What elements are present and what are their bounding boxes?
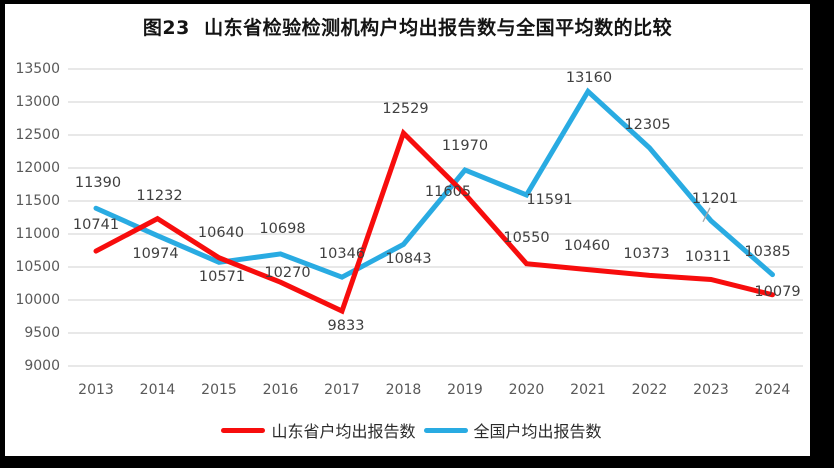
data-label-national-2015: 10571	[198, 269, 246, 286]
legend-key-national-line	[423, 427, 468, 433]
data-label-shandong-2022: 10373	[623, 246, 670, 263]
y-axis-tick-label: 9000	[24, 358, 60, 374]
data-label-national-2014: 10974	[132, 245, 179, 262]
y-axis-tick-label: 10500	[15, 259, 60, 275]
data-label-shandong-2019: 11605	[424, 184, 472, 201]
legend-label-national: 全国户均出报告数	[473, 422, 602, 441]
data-label-national-2023: 11201	[691, 190, 739, 207]
x-axis-tick-label: 2013	[78, 382, 114, 398]
data-label-national-2024: 10385	[744, 243, 791, 260]
legend: 山东省户均出报告数 全国户均出报告数	[5, 421, 810, 441]
data-label-national-2017: 10346	[318, 246, 366, 263]
x-axis-tick-label: 2015	[201, 382, 237, 398]
series-line-shandong	[93, 128, 775, 315]
y-axis-tick-label: 9500	[24, 325, 60, 341]
y-axis-tick-label: 10000	[15, 292, 60, 308]
data-label-shandong-2014: 11232	[136, 187, 183, 204]
data-label-shandong-2015: 10640	[197, 224, 245, 241]
x-axis-tick-label: 2024	[754, 382, 791, 398]
data-label-shandong-2020: 10550	[503, 229, 550, 246]
data-label-shandong-2017: 9833	[327, 318, 365, 335]
data-label-national-2022: 12305	[624, 116, 671, 133]
data-label-shandong-2021: 10460	[563, 237, 611, 254]
y-axis-tick-label: 13000	[15, 94, 60, 110]
data-label-shandong-2018: 12529	[382, 101, 429, 118]
y-axis-tick-label: 12500	[15, 127, 60, 143]
data-label-national-2016: 10698	[259, 220, 306, 237]
data-label-national-2013: 11390	[74, 175, 122, 192]
data-label-shandong-2013: 10741	[72, 217, 120, 234]
x-axis-tick-label: 2021	[570, 382, 606, 398]
y-axis-tick-label: 13500	[15, 61, 60, 77]
data-label-national-2019: 11970	[441, 137, 489, 154]
series-line-national	[93, 87, 775, 280]
x-axis-tick-label: 2018	[385, 382, 422, 398]
data-label-shandong-2024: 10079	[754, 283, 801, 300]
legend-key-shandong-line	[221, 427, 266, 433]
data-label-national-2018: 10843	[385, 251, 432, 268]
y-axis-tick-label: 11000	[15, 226, 60, 242]
data-label-leader-line	[702, 207, 711, 223]
legend-label-shandong: 山东省户均出报告数	[271, 422, 416, 441]
y-axis-tick-label: 12000	[15, 160, 60, 176]
x-axis-tick-label: 2022	[631, 382, 668, 398]
data-label-shandong-2023: 10311	[684, 249, 732, 266]
x-axis-tick-label: 2020	[508, 382, 545, 398]
data-label-national-2021: 13160	[565, 70, 613, 87]
x-axis-tick-label: 2017	[324, 382, 360, 398]
x-axis-tick-label: 2019	[447, 382, 483, 398]
data-label-shandong-2016: 10270	[264, 265, 311, 282]
x-axis-tick-label: 2014	[139, 382, 176, 398]
data-label-national-2020: 11591	[526, 191, 573, 208]
chart-title: 图23 山东省检验检测机构户均出报告数与全国平均数的比较	[142, 17, 673, 39]
x-axis-tick-label: 2016	[262, 382, 299, 398]
x-axis-tick-label: 2023	[693, 382, 729, 398]
y-axis-tick-label: 11500	[15, 193, 60, 209]
